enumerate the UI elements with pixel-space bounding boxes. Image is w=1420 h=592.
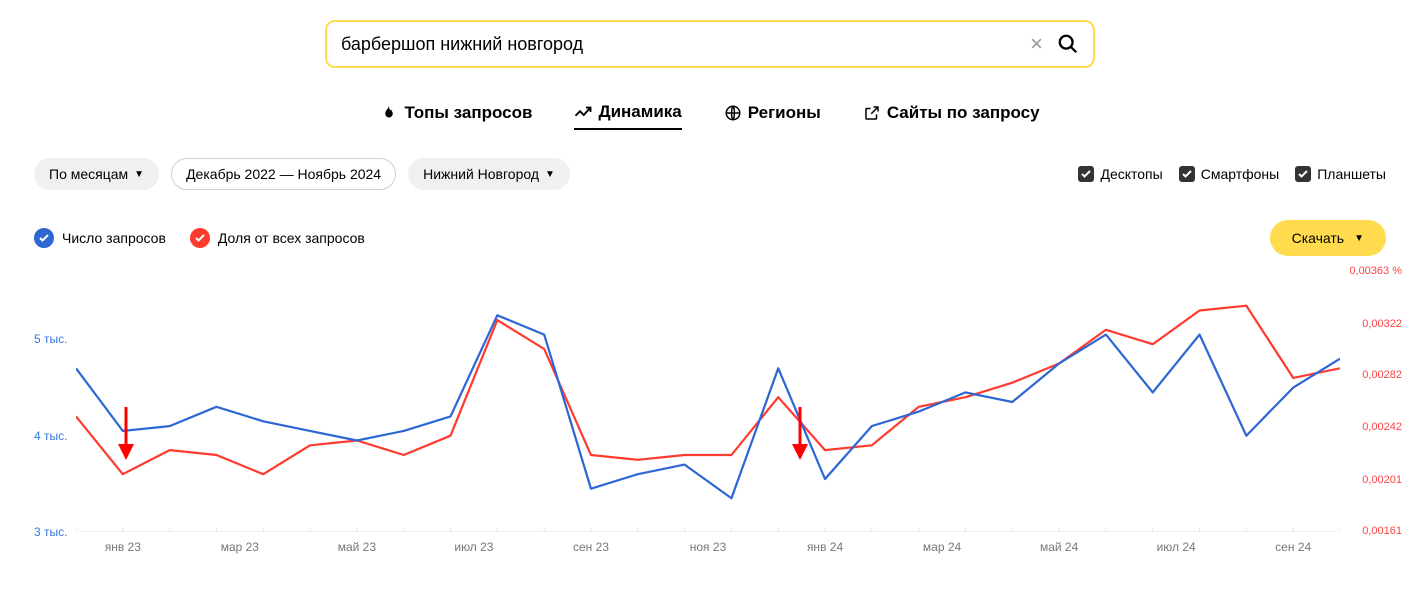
legend-label: Доля от всех запросов	[218, 230, 365, 246]
checkbox-icon	[1078, 166, 1094, 182]
tab-regions[interactable]: Регионы	[724, 102, 821, 130]
legend-series2[interactable]: Доля от всех запросов	[190, 228, 365, 248]
globe-icon	[724, 104, 742, 122]
x-axis-label: ноя 23	[690, 540, 726, 554]
y-axis-left-label: 3 тыс.	[34, 525, 67, 539]
annotation-arrow	[787, 402, 813, 467]
y-axis-right-label: 0,00322	[1362, 318, 1402, 330]
download-button[interactable]: Скачать ▼	[1270, 220, 1386, 256]
x-axis-label: янв 24	[807, 540, 843, 554]
search-icon[interactable]	[1057, 33, 1079, 55]
x-axis-label: сен 24	[1275, 540, 1311, 554]
tab-dynamics[interactable]: Динамика	[574, 102, 681, 130]
clear-icon[interactable]: ×	[1030, 31, 1043, 57]
y-axis-right-label: 0,00161	[1362, 525, 1402, 537]
checkbox-label: Смартфоны	[1201, 166, 1280, 182]
x-axis-label: май 24	[1040, 540, 1078, 554]
legend-label: Число запросов	[62, 230, 166, 246]
checkbox-icon	[1179, 166, 1195, 182]
download-label: Скачать	[1292, 230, 1345, 246]
search-container: ×	[0, 0, 1420, 68]
legend-row: Число запросов Доля от всех запросов Ска…	[0, 220, 1420, 256]
x-axis-label: июл 24	[1157, 540, 1196, 554]
chart-svg	[76, 272, 1340, 532]
x-axis-label: мар 23	[221, 540, 259, 554]
y-axis-right-label: 0,00363 %	[1349, 265, 1402, 277]
y-axis-right-label: 0,00201	[1362, 474, 1402, 486]
legend-badge-icon	[190, 228, 210, 248]
filters-row: По месяцам ▼ Декабрь 2022 — Ноябрь 2024 …	[0, 158, 1420, 190]
legend-badge-icon	[34, 228, 54, 248]
search-box: ×	[325, 20, 1095, 68]
device-checks: Десктопы Смартфоны Планшеты	[1078, 166, 1386, 182]
smartphone-checkbox[interactable]: Смартфоны	[1179, 166, 1280, 182]
tab-label: Топы запросов	[404, 103, 532, 123]
chevron-down-icon: ▼	[545, 169, 555, 180]
annotation-arrow	[113, 402, 139, 467]
trend-icon	[574, 103, 592, 121]
y-axis-right-label: 0,00242	[1362, 421, 1402, 433]
chart-area: 5 тыс.4 тыс.3 тыс. 0,00363 %0,003220,002…	[0, 272, 1420, 572]
tab-tops[interactable]: Топы запросов	[380, 102, 532, 130]
tab-label: Динамика	[598, 102, 681, 122]
checkbox-label: Десктопы	[1100, 166, 1162, 182]
y-axis-left-label: 5 тыс.	[34, 332, 67, 346]
x-axis-label: сен 23	[573, 540, 609, 554]
tabs: Топы запросов Динамика Регионы Сайты по …	[0, 102, 1420, 130]
x-axis-label: янв 23	[105, 540, 141, 554]
y-axis-right-label: 0,00282	[1362, 369, 1402, 381]
region-label: Нижний Новгород	[423, 166, 539, 182]
x-axis-label: мар 24	[923, 540, 961, 554]
chevron-down-icon: ▼	[1354, 233, 1364, 244]
tablet-checkbox[interactable]: Планшеты	[1295, 166, 1386, 182]
tab-label: Сайты по запросу	[887, 103, 1040, 123]
x-axis-label: май 23	[338, 540, 376, 554]
chevron-down-icon: ▼	[134, 169, 144, 180]
checkbox-icon	[1295, 166, 1311, 182]
external-icon	[863, 104, 881, 122]
checkbox-label: Планшеты	[1317, 166, 1386, 182]
tab-sites[interactable]: Сайты по запросу	[863, 102, 1040, 130]
fire-icon	[380, 104, 398, 122]
x-axis-label: июл 23	[454, 540, 493, 554]
period-selector[interactable]: По месяцам ▼	[34, 158, 159, 190]
region-selector[interactable]: Нижний Новгород ▼	[408, 158, 570, 190]
daterange-selector[interactable]: Декабрь 2022 — Ноябрь 2024	[171, 158, 396, 190]
desktop-checkbox[interactable]: Десктопы	[1078, 166, 1162, 182]
period-label: По месяцам	[49, 166, 128, 182]
legend-series1[interactable]: Число запросов	[34, 228, 166, 248]
daterange-label: Декабрь 2022 — Ноябрь 2024	[186, 166, 381, 182]
y-axis-left-label: 4 тыс.	[34, 429, 67, 443]
tab-label: Регионы	[748, 103, 821, 123]
search-input[interactable]	[341, 34, 1030, 55]
